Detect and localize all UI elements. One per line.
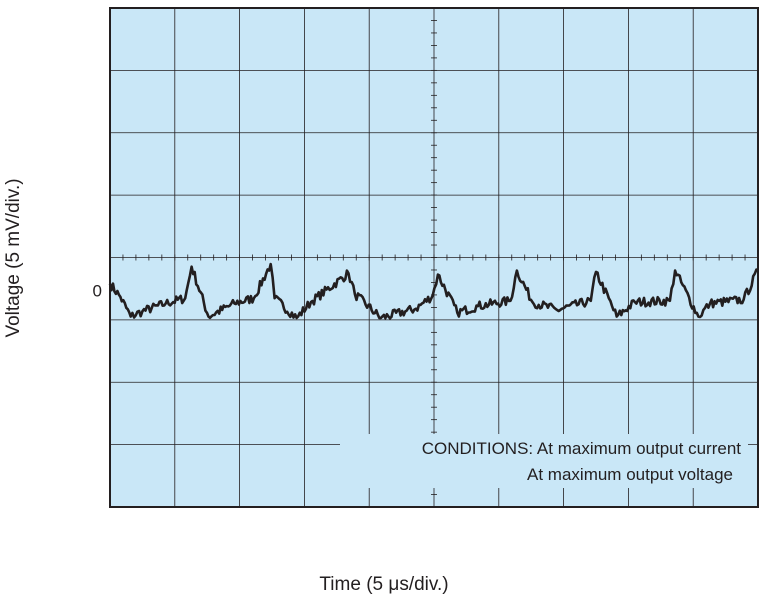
scope-frame (109, 7, 759, 508)
voltage-trace (108, 262, 759, 320)
conditions-annotation-line-2: At maximum output voltage (527, 465, 733, 484)
x-axis-label: Time (5 μs/div.) (319, 574, 449, 595)
annotation-background (340, 434, 748, 488)
conditions-annotation-line-1: CONDITIONS: At maximum output current (422, 439, 742, 458)
y-axis-label: Voltage (5 mV/div.) (3, 178, 24, 338)
center-axis-ticks (122, 20, 746, 495)
y-zero-tick-label: 0 (93, 281, 102, 300)
